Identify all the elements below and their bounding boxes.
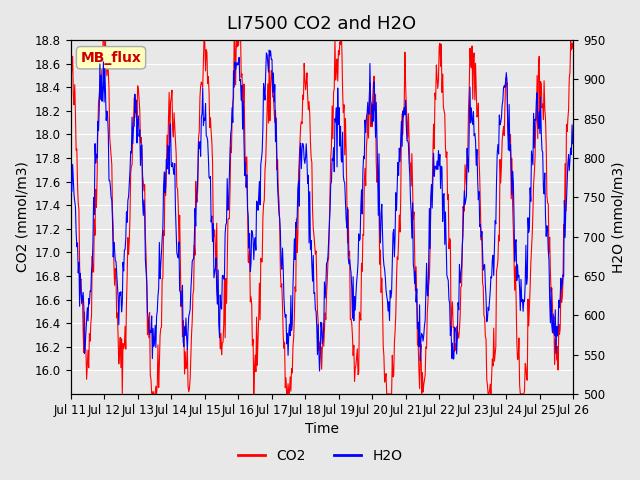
- Text: MB_flux: MB_flux: [81, 51, 141, 65]
- X-axis label: Time: Time: [305, 422, 339, 436]
- Y-axis label: CO2 (mmol/m3): CO2 (mmol/m3): [15, 162, 29, 273]
- Y-axis label: H2O (mmol/m3): H2O (mmol/m3): [611, 161, 625, 273]
- Legend: CO2, H2O: CO2, H2O: [232, 443, 408, 468]
- Title: LI7500 CO2 and H2O: LI7500 CO2 and H2O: [227, 15, 417, 33]
